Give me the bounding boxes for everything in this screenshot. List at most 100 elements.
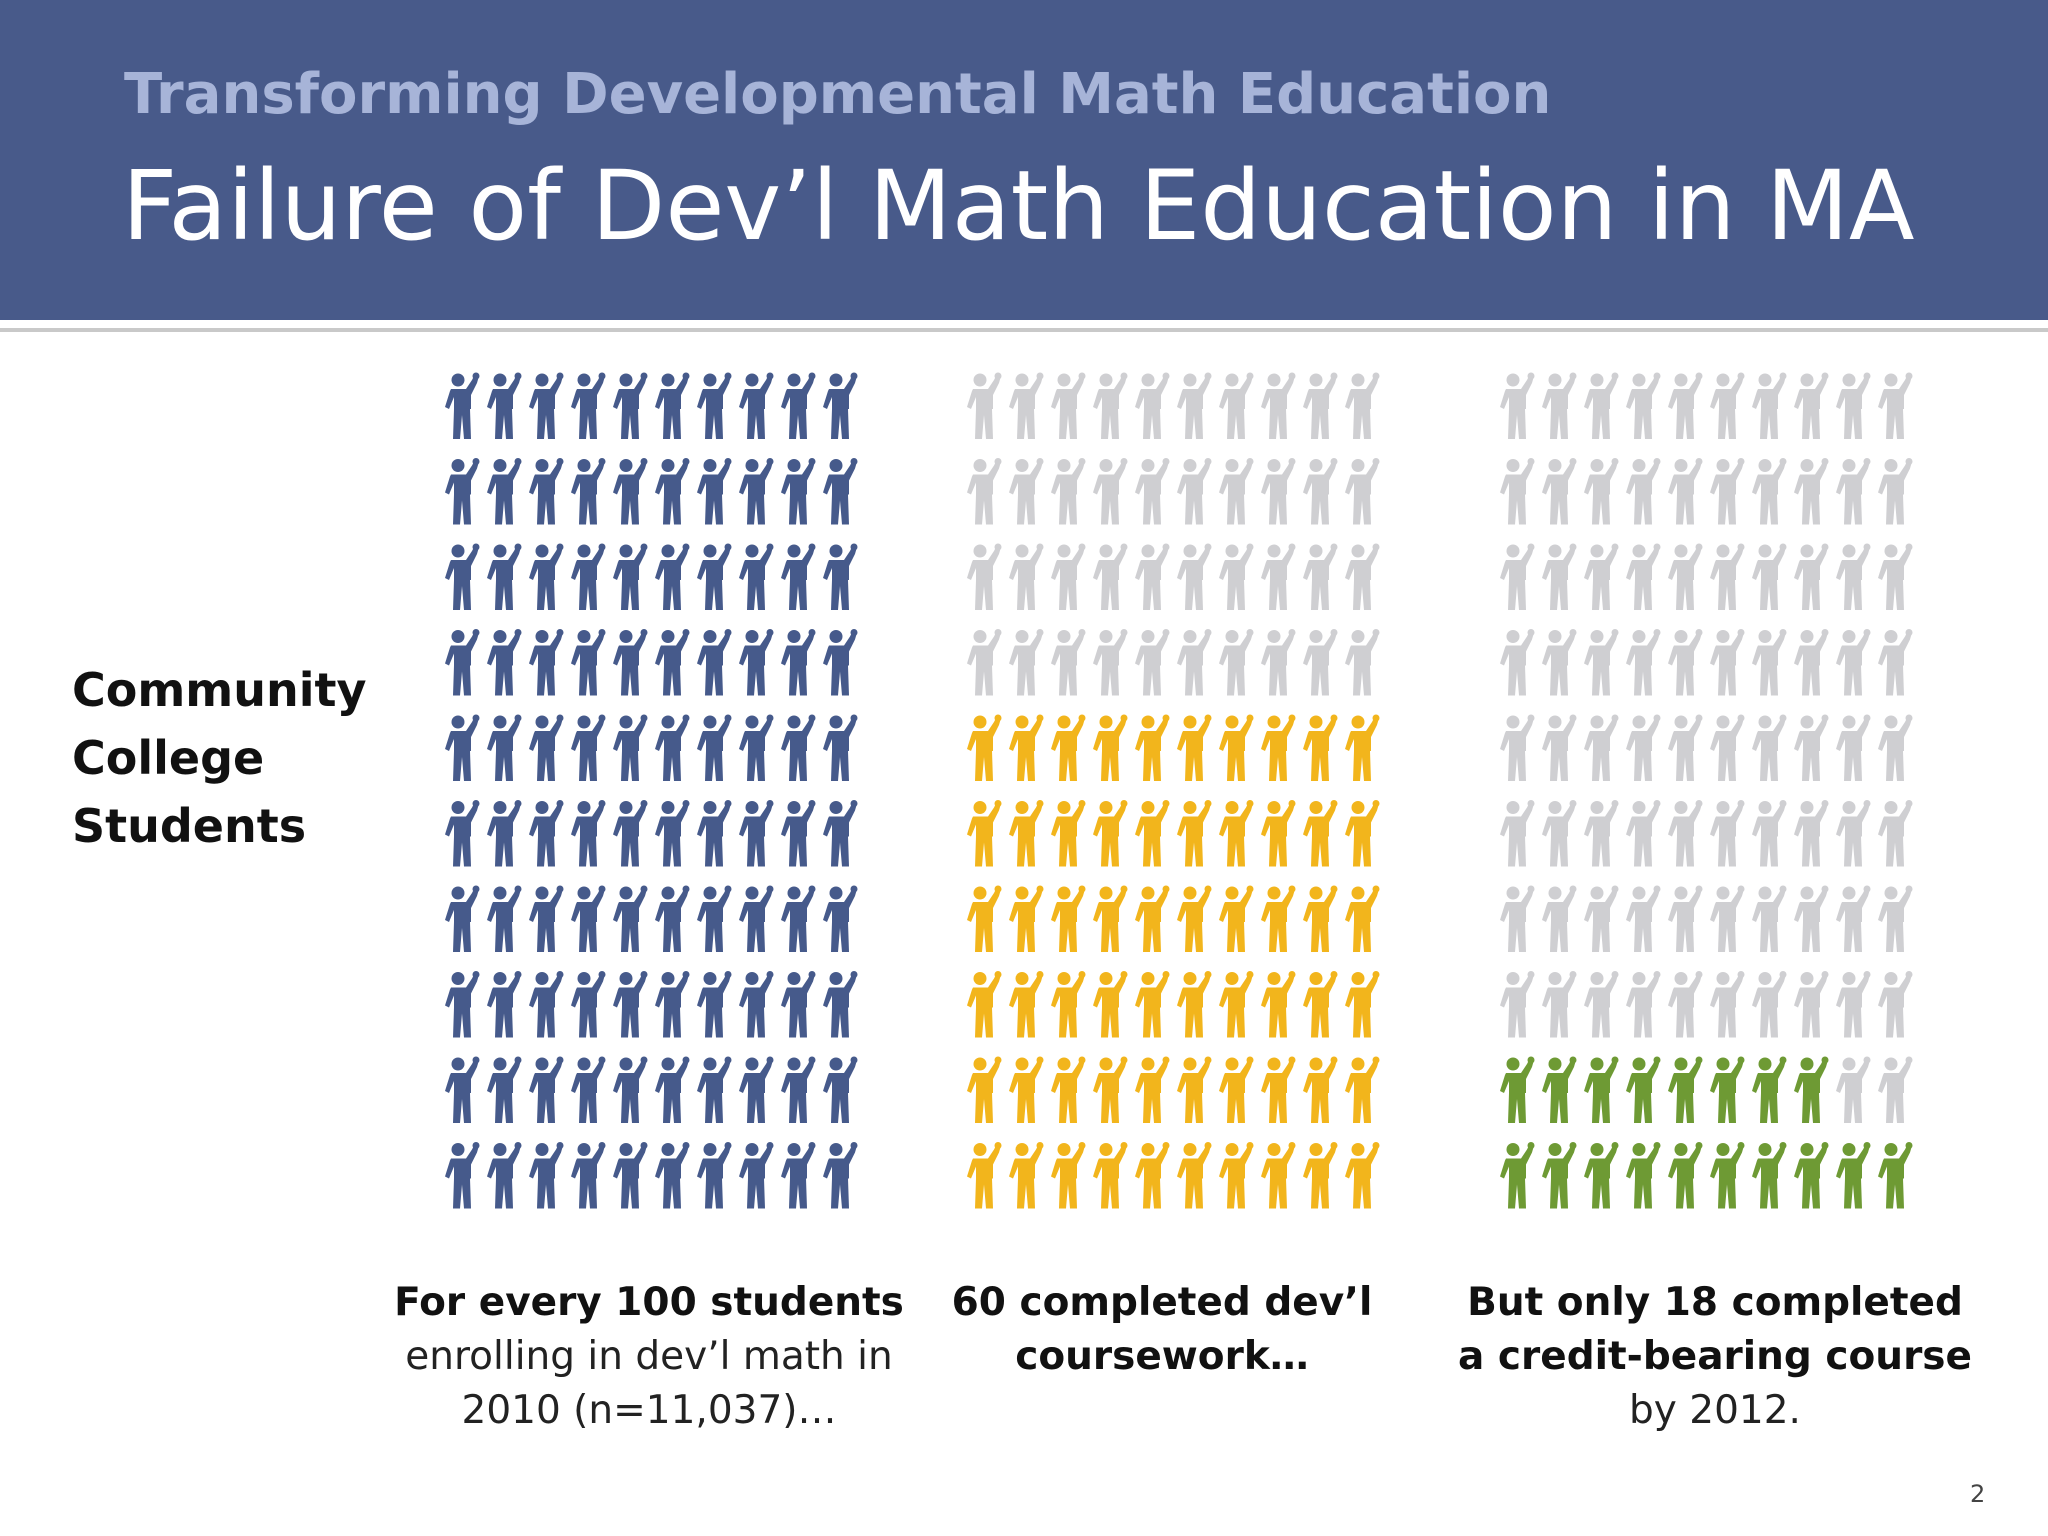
- empty-icon: [1626, 629, 1661, 696]
- filled-icon: [571, 458, 606, 525]
- caption-text: by 2012.: [1629, 1388, 1801, 1433]
- empty-icon: [1794, 714, 1829, 781]
- empty-icon: [1878, 372, 1913, 439]
- header-rule: [0, 328, 2048, 332]
- filled-icon: [1303, 885, 1338, 952]
- filled-icon: [1261, 1142, 1296, 1209]
- empty-icon: [1542, 543, 1577, 610]
- filled-icon: [655, 458, 690, 525]
- filled-icon: [613, 800, 648, 867]
- filled-icon: [739, 629, 774, 696]
- filled-icon: [529, 1056, 564, 1123]
- empty-icon: [1542, 971, 1577, 1038]
- empty-icon: [1878, 714, 1913, 781]
- empty-icon: [1345, 458, 1380, 525]
- filled-icon: [1345, 1056, 1380, 1123]
- empty-icon: [1303, 543, 1338, 610]
- filled-icon: [1542, 1142, 1577, 1209]
- empty-icon: [1051, 629, 1086, 696]
- empty-icon: [1794, 800, 1829, 867]
- empty-icon: [1668, 800, 1703, 867]
- empty-icon: [1093, 629, 1128, 696]
- filled-icon: [655, 800, 690, 867]
- filled-icon: [1584, 1056, 1619, 1123]
- filled-icon: [1345, 1142, 1380, 1209]
- filled-icon: [1752, 1056, 1787, 1123]
- filled-icon: [487, 885, 522, 952]
- empty-icon: [1878, 1056, 1913, 1123]
- filled-icon: [823, 1056, 858, 1123]
- filled-icon: [571, 1056, 606, 1123]
- empty-icon: [1794, 372, 1829, 439]
- filled-icon: [1626, 1142, 1661, 1209]
- filled-icon: [1836, 1142, 1871, 1209]
- filled-icon: [1177, 885, 1212, 952]
- filled-icon: [1626, 1056, 1661, 1123]
- filled-icon: [1303, 800, 1338, 867]
- filled-icon: [1009, 971, 1044, 1038]
- filled-icon: [739, 1142, 774, 1209]
- filled-icon: [1303, 971, 1338, 1038]
- filled-icon: [655, 1142, 690, 1209]
- title: Failure of Dev’l Math Education in MA: [122, 150, 1915, 262]
- empty-icon: [1878, 971, 1913, 1038]
- filled-icon: [739, 372, 774, 439]
- empty-icon: [1500, 458, 1535, 525]
- empty-icon: [1710, 714, 1745, 781]
- filled-icon: [697, 885, 732, 952]
- empty-icon: [1584, 629, 1619, 696]
- filled-icon: [1135, 1056, 1170, 1123]
- empty-icon: [1878, 458, 1913, 525]
- filled-icon: [529, 714, 564, 781]
- filled-icon: [445, 458, 480, 525]
- empty-icon: [1345, 372, 1380, 439]
- empty-icon: [1009, 543, 1044, 610]
- empty-icon: [967, 543, 1002, 610]
- empty-icon: [1261, 543, 1296, 610]
- empty-icon: [1584, 714, 1619, 781]
- empty-icon: [1093, 372, 1128, 439]
- filled-icon: [697, 800, 732, 867]
- filled-icon: [823, 800, 858, 867]
- filled-icon: [613, 543, 648, 610]
- filled-icon: [1009, 1142, 1044, 1209]
- filled-icon: [697, 1056, 732, 1123]
- filled-icon: [487, 1056, 522, 1123]
- filled-icon: [571, 629, 606, 696]
- filled-icon: [613, 1142, 648, 1209]
- empty-icon: [1500, 629, 1535, 696]
- filled-icon: [1219, 971, 1254, 1038]
- filled-icon: [655, 629, 690, 696]
- filled-icon: [967, 971, 1002, 1038]
- filled-icon: [967, 800, 1002, 867]
- empty-icon: [1219, 458, 1254, 525]
- empty-icon: [1626, 714, 1661, 781]
- empty-icon: [1710, 800, 1745, 867]
- empty-icon: [1794, 458, 1829, 525]
- caption: But only 18 completed a credit-bearing c…: [1455, 1276, 1975, 1438]
- empty-icon: [1794, 543, 1829, 610]
- filled-icon: [823, 885, 858, 952]
- empty-icon: [1878, 800, 1913, 867]
- empty-icon: [1668, 543, 1703, 610]
- empty-icon: [1878, 543, 1913, 610]
- filled-icon: [1261, 971, 1296, 1038]
- filled-icon: [571, 1142, 606, 1209]
- filled-icon: [571, 971, 606, 1038]
- filled-icon: [1303, 1142, 1338, 1209]
- empty-icon: [1500, 885, 1535, 952]
- empty-icon: [1752, 714, 1787, 781]
- filled-icon: [529, 372, 564, 439]
- filled-icon: [1051, 1056, 1086, 1123]
- filled-icon: [445, 971, 480, 1038]
- empty-icon: [1051, 372, 1086, 439]
- empty-icon: [1878, 629, 1913, 696]
- filled-icon: [1135, 714, 1170, 781]
- filled-icon: [655, 885, 690, 952]
- empty-icon: [1135, 458, 1170, 525]
- filled-icon: [781, 372, 816, 439]
- empty-icon: [1345, 629, 1380, 696]
- empty-icon: [1752, 971, 1787, 1038]
- filled-icon: [781, 885, 816, 952]
